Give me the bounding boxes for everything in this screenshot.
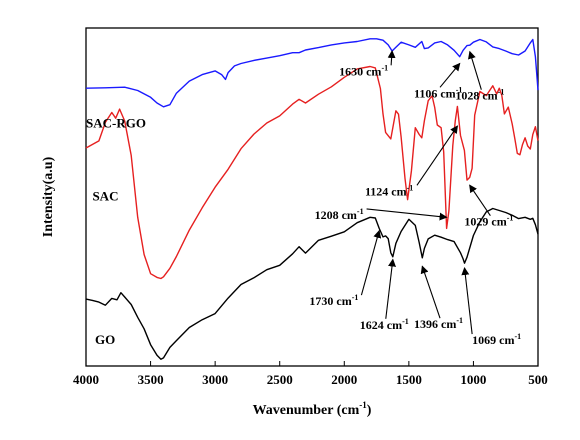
- x-tick-label: 2500: [267, 372, 293, 387]
- annotation-label: 1106 cm-1: [414, 85, 462, 100]
- annotation-label: 1028 cm-1: [455, 88, 504, 103]
- annotation-arrow: [416, 125, 458, 186]
- series-line-sac-rgo: [85, 38, 539, 108]
- annotation-label: 1124 cm-1: [365, 183, 413, 198]
- annotation-label: 1630 cm-1: [339, 63, 388, 78]
- annotation-arrow: [461, 266, 473, 335]
- x-tick-label: 2000: [331, 372, 357, 387]
- series-label: GO: [95, 332, 115, 347]
- x-tick-label: 4000: [73, 372, 99, 387]
- series-line-sac: [85, 65, 539, 280]
- annotation-label: 1730 cm-1: [309, 293, 358, 308]
- plot-frame: [85, 27, 539, 367]
- annotation-label: 1624 cm-1: [360, 317, 409, 332]
- annotation-arrow: [366, 208, 448, 221]
- x-tick-label: 1000: [460, 372, 486, 387]
- annotation-arrow: [469, 184, 491, 217]
- annotation-arrow: [468, 50, 482, 90]
- annotation-label: 1069 cm-1: [472, 332, 521, 347]
- y-axis-title: Intensity(a.u): [41, 156, 56, 237]
- series-label: SAC-RGO: [86, 116, 146, 131]
- annotation-arrow: [387, 49, 396, 66]
- x-tick-label: 1500: [396, 372, 422, 387]
- annotation-arrow: [439, 62, 461, 88]
- annotation-arrow: [420, 265, 441, 319]
- annotation-label: 1208 cm-1: [315, 207, 364, 222]
- x-axis: 4000 3500 3000 2500 2000 1500 1000 500: [73, 361, 548, 387]
- plot-series: [85, 38, 539, 360]
- series-labels: SAC-RGO SAC GO: [86, 116, 146, 347]
- annotation-label: 1396 cm-1: [414, 316, 463, 331]
- x-axis-title: Wavenumber (cm-1): [253, 400, 372, 418]
- series-label: SAC: [92, 188, 118, 203]
- x-tick-label: 3000: [202, 372, 228, 387]
- x-tick-label: 3500: [138, 372, 164, 387]
- x-tick-label: 500: [528, 372, 548, 387]
- annotation-arrow: [385, 258, 396, 319]
- annotation-label: 1029 cm-1: [464, 214, 513, 229]
- annotation-arrow: [360, 229, 382, 296]
- series-line-go: [85, 207, 539, 360]
